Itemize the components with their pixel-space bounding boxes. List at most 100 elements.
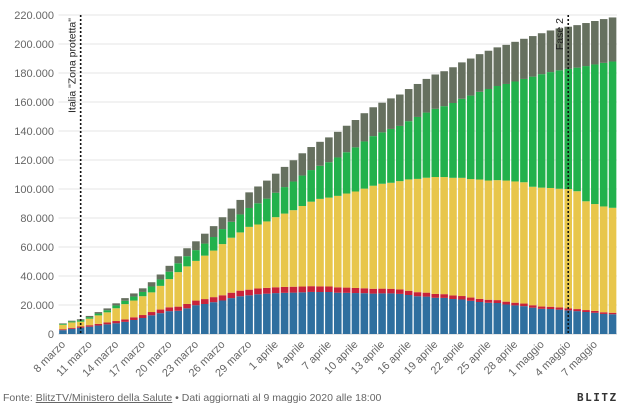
bar-segment-5: [298, 153, 307, 176]
source-link[interactable]: BlitzTV/Ministero della Salute: [35, 392, 173, 404]
bar-segment-1: [351, 293, 360, 334]
bar-segment-1: [431, 297, 440, 334]
bar-segment-4: [529, 76, 537, 187]
bar-segment-1: [138, 318, 147, 334]
bar-segment-5: [218, 217, 227, 230]
bar-segment-4: [475, 91, 484, 180]
bar-segment-3: [404, 179, 413, 291]
bar-segment-4: [112, 305, 120, 309]
bar-segment-5: [245, 192, 253, 208]
bar-segment-4: [254, 203, 262, 225]
bar-segment-5: [94, 312, 103, 314]
bar-segment-1: [511, 305, 519, 334]
bar-segment-3: [227, 237, 236, 293]
bar-segment-4: [138, 291, 147, 297]
bar-segment-1: [209, 302, 218, 334]
bar-segment-5: [387, 98, 395, 129]
bar-segment-2: [165, 307, 174, 312]
bar-segment-5: [289, 160, 298, 182]
bar-segment-5: [165, 265, 174, 272]
bar-segment-4: [396, 125, 404, 182]
bar-segment-1: [121, 321, 129, 334]
bar-segment-5: [200, 233, 209, 244]
bar-segment-2: [325, 286, 333, 292]
bar-segment-3: [458, 177, 466, 297]
bar-segment-3: [484, 180, 493, 300]
bar-segment-3: [147, 292, 156, 313]
bar-segment-4: [245, 207, 253, 227]
bar-segment-2: [396, 289, 404, 294]
bar-segment-3: [573, 191, 581, 310]
bar-segment-4: [387, 128, 395, 183]
bar-segment-5: [316, 141, 324, 166]
bar-segment-5: [404, 89, 413, 122]
y-tick-label: 220.000: [14, 10, 54, 22]
bar-segment-4: [103, 310, 112, 313]
bar-segment-5: [307, 147, 315, 171]
bar-segment-5: [227, 208, 236, 222]
y-tick-label: 60.000: [20, 242, 54, 254]
y-tick-label: 200.000: [14, 39, 54, 51]
bar-segment-2: [475, 298, 484, 302]
bar-segment-2: [564, 308, 573, 311]
bar-segment-2: [599, 312, 608, 314]
bar-segment-1: [555, 309, 564, 334]
bar-segment-1: [280, 292, 289, 334]
bar-segment-2: [254, 288, 262, 295]
bar-segment-3: [156, 285, 165, 310]
bar-segment-5: [280, 166, 289, 188]
bar-segment-3: [121, 304, 129, 320]
bar-segment-5: [529, 36, 537, 77]
bar-segment-4: [599, 62, 608, 207]
bar-segment-4: [342, 152, 351, 194]
bar-segment-1: [298, 292, 307, 334]
y-tick-label: 0: [48, 329, 54, 341]
bar-segment-1: [387, 293, 395, 334]
bar-segment-3: [165, 279, 174, 308]
bar-segment-4: [582, 66, 590, 202]
bar-segment-1: [76, 327, 85, 334]
bar-segment-5: [608, 17, 617, 62]
bar-segment-5: [369, 107, 377, 137]
bar-segment-2: [511, 302, 519, 306]
bar-segment-5: [599, 19, 608, 63]
bar-segment-1: [85, 326, 94, 334]
bar-segment-3: [387, 182, 395, 289]
bar-segment-2: [608, 312, 617, 315]
bar-segment-5: [555, 28, 564, 71]
bar-segment-3: [608, 207, 617, 313]
bar-segment-2: [192, 300, 200, 306]
bar-segment-2: [103, 322, 112, 325]
bar-segment-5: [440, 71, 448, 107]
bar-segment-1: [254, 294, 262, 334]
bar-segment-3: [422, 177, 431, 293]
bar-segment-1: [174, 310, 182, 334]
bar-segment-3: [520, 182, 528, 304]
bar-segment-2: [130, 317, 138, 320]
bar-segment-2: [360, 288, 369, 294]
bar-segment-1: [591, 312, 599, 334]
bar-segment-1: [520, 306, 528, 334]
bar-segment-5: [85, 315, 94, 318]
bar-segment-4: [449, 103, 457, 178]
bar-segment-4: [555, 70, 564, 189]
bar-segment-4: [325, 162, 333, 198]
bar-segment-1: [192, 305, 200, 334]
bar-segment-5: [333, 131, 342, 158]
bar-segment-5: [236, 199, 245, 215]
bar-segment-3: [192, 260, 200, 301]
bar-segment-3: [316, 198, 324, 287]
bar-segment-5: [103, 308, 112, 311]
bar-segment-1: [413, 296, 422, 334]
bar-segment-3: [218, 244, 227, 296]
bar-segment-4: [298, 175, 307, 206]
bar-segment-1: [458, 299, 466, 334]
bar-segment-1: [307, 291, 315, 334]
bar-segment-3: [254, 224, 262, 289]
bar-segment-4: [192, 250, 200, 261]
bar-segment-2: [502, 301, 510, 305]
bar-segment-1: [263, 293, 271, 334]
bar-segment-1: [493, 303, 502, 334]
bar-segment-4: [183, 256, 191, 267]
bar-segment-3: [280, 213, 289, 287]
